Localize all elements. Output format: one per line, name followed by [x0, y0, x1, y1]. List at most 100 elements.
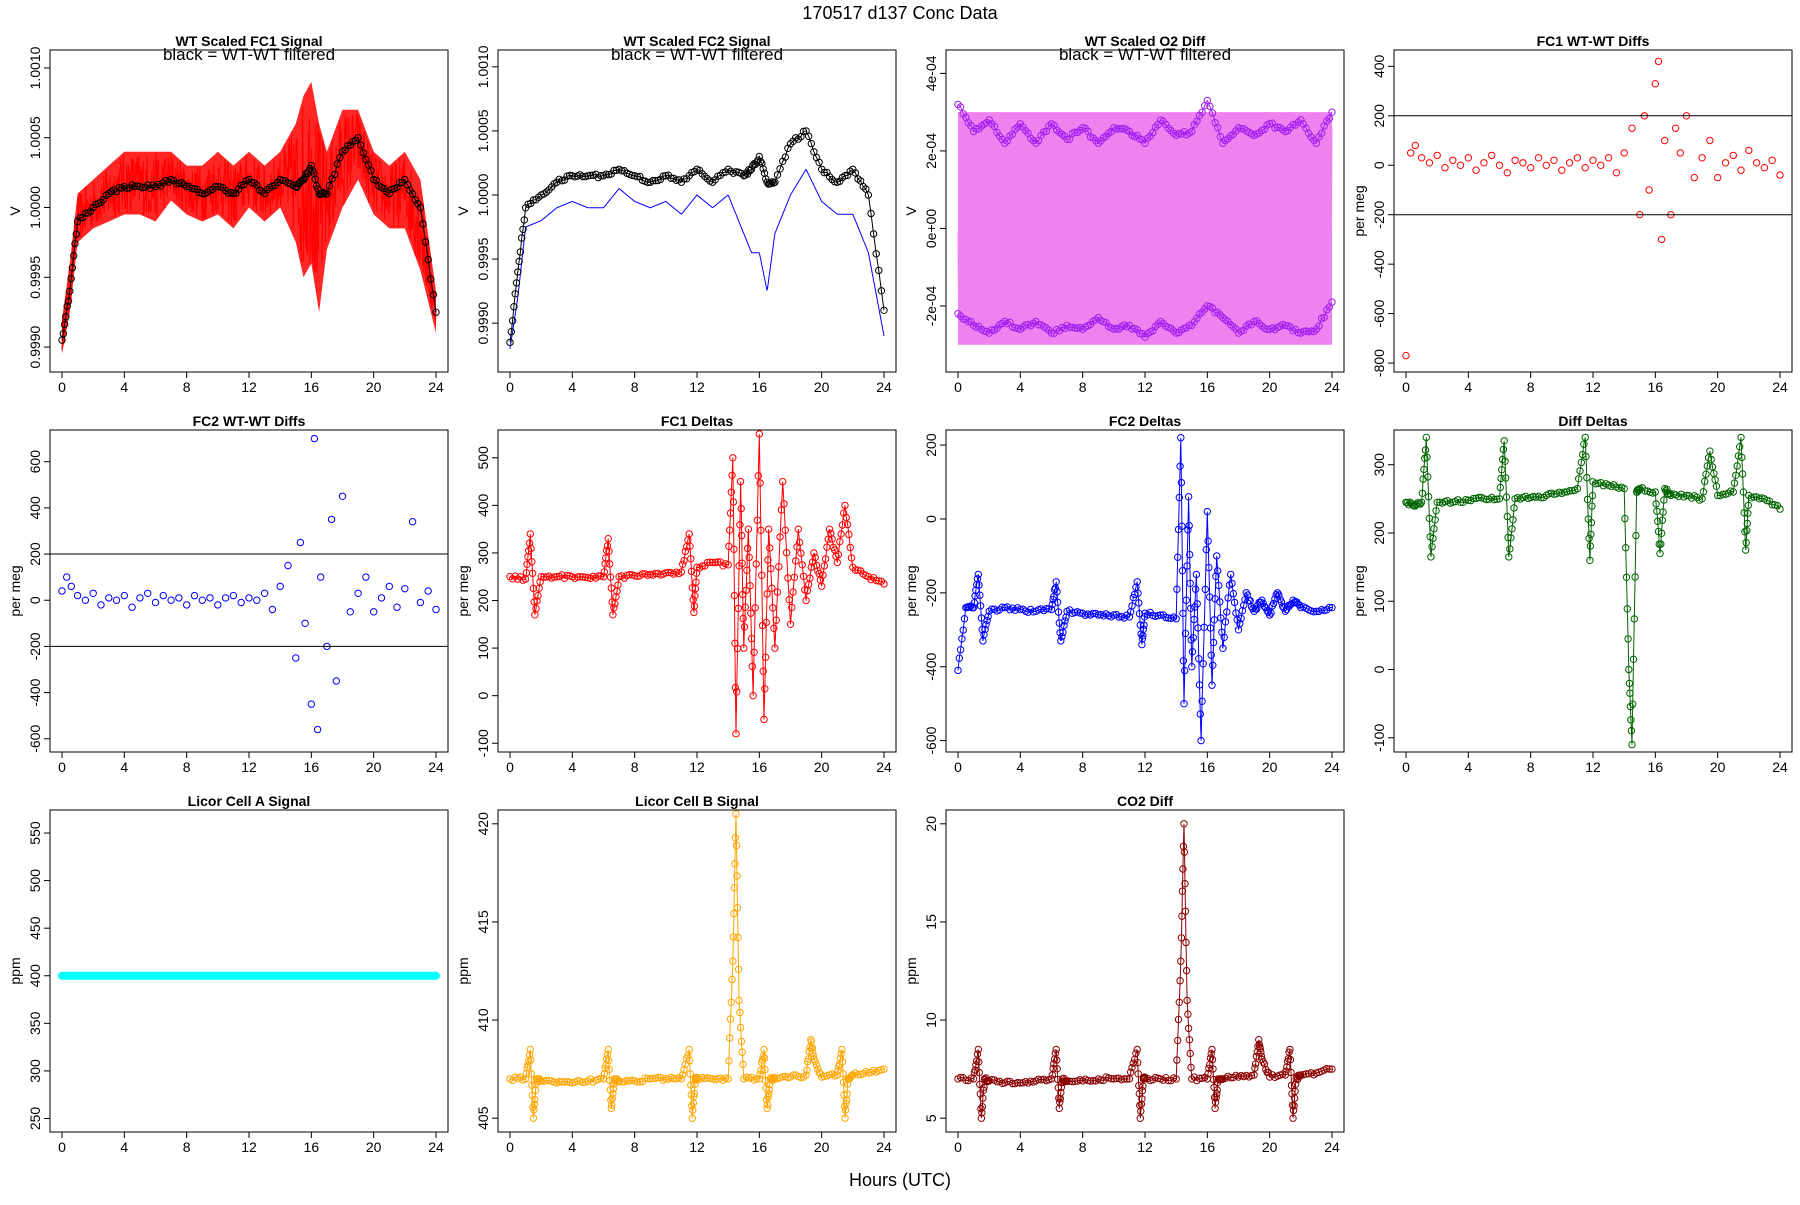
data-point: [1424, 493, 1433, 501]
data-point: [531, 1095, 539, 1104]
plot-frame: [497, 809, 897, 1133]
data-point: [521, 1075, 530, 1083]
data-point: [1464, 496, 1473, 504]
y-tick-label: 400: [27, 964, 43, 988]
y-tick-label: 0e+00: [923, 209, 939, 249]
data-point: [740, 644, 748, 652]
data-point: [714, 1075, 722, 1083]
data-point: [1071, 128, 1079, 137]
y-tick-label: 15: [923, 914, 939, 930]
data-point: [536, 578, 544, 586]
data-point: [1419, 475, 1427, 483]
data-point: [514, 268, 522, 276]
data-point: [1185, 1036, 1194, 1044]
x-tick-label: 24: [428, 759, 444, 775]
data-point: [606, 1086, 614, 1094]
data-point: [1310, 608, 1318, 616]
data-point: [1632, 531, 1640, 540]
data-point: [1089, 609, 1097, 618]
data-point: [1427, 553, 1435, 561]
y-axis-label: ppm: [7, 957, 23, 984]
data-point: [731, 860, 739, 868]
data-point: [875, 266, 883, 275]
data-point: [1162, 120, 1170, 129]
data-point: [1256, 1044, 1265, 1053]
panel-1: 0 4 8 12 16 20 24 0.9990 0.9995 1.0000 1.0005 1.001…: [7, 33, 449, 395]
data-point: [744, 525, 753, 533]
x-tick-label: 4: [1016, 379, 1024, 395]
data-point: [763, 1104, 771, 1113]
data-point: [703, 175, 712, 183]
data-point: [1216, 132, 1225, 141]
data-point: [1627, 716, 1635, 724]
data-point: [1699, 488, 1708, 496]
y-axis-label: per meg: [455, 565, 471, 616]
data-point: [1183, 562, 1191, 570]
data-point: [732, 841, 741, 850]
data-point: [229, 591, 238, 600]
data-point: [807, 139, 815, 148]
data-point: [1250, 1071, 1258, 1079]
data-point: [726, 1034, 734, 1042]
panel-title: WT Scaled FC2 Signal: [623, 33, 770, 49]
data-point: [1745, 491, 1753, 500]
data-point: [1188, 663, 1196, 671]
data-point: [1501, 457, 1509, 465]
data-point: [555, 1077, 563, 1086]
data-point: [733, 904, 742, 912]
x-tick-label: 16: [1200, 1139, 1216, 1155]
data-point: [532, 605, 540, 613]
data-point: [325, 182, 334, 190]
data-point: [1657, 529, 1666, 537]
x-tick-label: 4: [568, 379, 576, 395]
data-point: [730, 545, 738, 553]
data-point: [401, 585, 409, 593]
data-point: [820, 562, 828, 570]
data-point: [408, 518, 417, 526]
data-point: [820, 168, 828, 177]
data-point: [761, 685, 769, 693]
y-tick-label: 550: [27, 821, 43, 845]
x-tick-label: 0: [58, 379, 66, 395]
data-point: [1701, 477, 1709, 486]
data-point: [1657, 540, 1665, 548]
data-point: [731, 834, 740, 842]
data-point: [581, 573, 589, 581]
x-tick-label: 12: [1137, 759, 1153, 775]
data-point: [211, 183, 219, 191]
data-point: [605, 1065, 613, 1074]
data-point: [1139, 625, 1148, 633]
data-point: [1229, 589, 1238, 598]
data-point: [602, 554, 610, 562]
data-point: [743, 566, 751, 574]
data-point: [1177, 957, 1185, 965]
data-point: [765, 1086, 773, 1094]
data-point: [1495, 161, 1504, 170]
data-point: [607, 1104, 615, 1113]
plot-frame: [1393, 49, 1793, 373]
y-tick-label: 0.9995: [27, 256, 43, 299]
data-point: [1137, 630, 1145, 638]
data-point: [1173, 1056, 1181, 1064]
data-point: [323, 189, 331, 198]
data-point: [690, 1093, 698, 1101]
data-point: [1500, 437, 1508, 445]
data-point: [529, 1114, 538, 1122]
data-point: [772, 616, 780, 624]
data-point: [1542, 161, 1551, 170]
data-point: [268, 605, 277, 614]
data-point: [1213, 1086, 1221, 1094]
data-point: [1690, 173, 1699, 182]
data-point: [1054, 598, 1062, 606]
data-point: [1260, 603, 1269, 611]
x-tick-label: 20: [814, 1139, 830, 1155]
data-point: [1671, 124, 1680, 132]
x-tick-label: 4: [1016, 759, 1024, 775]
data-point: [296, 538, 305, 547]
data-point: [838, 521, 847, 529]
data-point: [1495, 495, 1504, 503]
data-point: [1227, 570, 1235, 579]
data-point: [1737, 166, 1745, 174]
data-point: [1302, 1070, 1310, 1078]
